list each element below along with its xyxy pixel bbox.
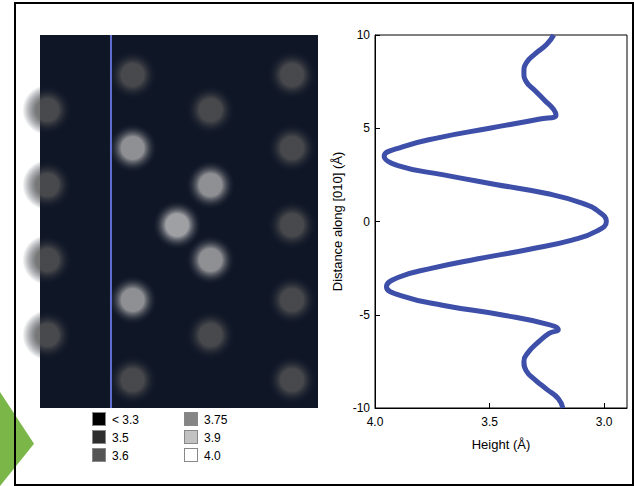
html-text:3.9: 3.9 xyxy=(204,431,221,445)
svg-text:3.0: 3.0 xyxy=(596,415,613,429)
svg-text:-5: -5 xyxy=(359,308,370,322)
svg-text:3.5: 3.5 xyxy=(481,415,498,429)
html-text:3.75: 3.75 xyxy=(204,413,228,427)
svg-text:4.0: 4.0 xyxy=(367,415,384,429)
svg-text:Height (Å): Height (Å) xyxy=(472,437,531,452)
svg-text:5: 5 xyxy=(363,121,370,135)
svg-text:0: 0 xyxy=(363,215,370,229)
html-text:< 3.3: < 3.3 xyxy=(112,413,139,427)
html-text:3.5: 3.5 xyxy=(112,431,129,445)
svg-text:-10: -10 xyxy=(353,401,371,415)
html-text:3.6: 3.6 xyxy=(112,449,129,463)
svg-text:10: 10 xyxy=(357,28,371,42)
svg-text:Distance along [010] (Å): Distance along [010] (Å) xyxy=(330,152,345,291)
html-text:4.0: 4.0 xyxy=(204,449,221,463)
